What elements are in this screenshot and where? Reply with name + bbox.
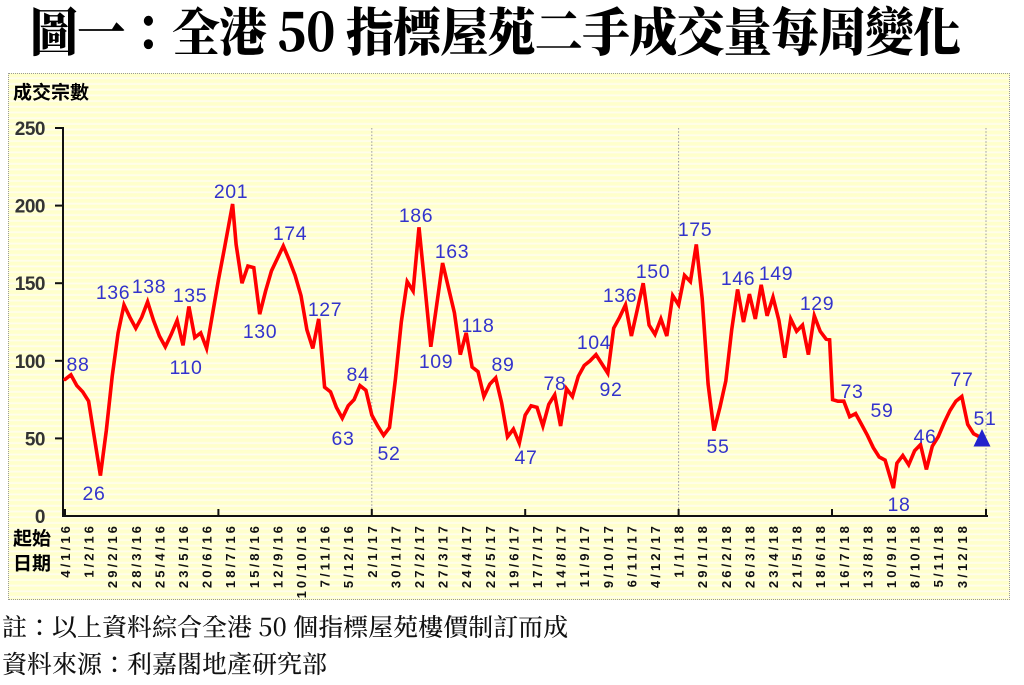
svg-text:11/9/17: 11/9/17 (577, 523, 592, 587)
svg-text:29/1/18: 29/1/18 (695, 523, 710, 588)
svg-text:73: 73 (841, 381, 864, 403)
svg-text:18/7/16: 18/7/16 (223, 523, 238, 588)
svg-text:26/2/18: 26/2/18 (719, 523, 734, 588)
svg-text:89: 89 (492, 354, 515, 376)
svg-text:2/1/17: 2/1/17 (365, 523, 380, 578)
svg-text:136: 136 (96, 282, 130, 304)
svg-text:10/10/16: 10/10/16 (294, 523, 309, 598)
svg-text:1/2/16: 1/2/16 (82, 523, 97, 578)
svg-text:12/9/16: 12/9/16 (270, 523, 285, 588)
svg-text:9/10/17: 9/10/17 (601, 523, 616, 588)
svg-text:59: 59 (871, 400, 894, 422)
svg-text:10/9/18: 10/9/18 (884, 523, 899, 588)
svg-text:51: 51 (974, 408, 997, 430)
svg-text:18/6/18: 18/6/18 (813, 523, 828, 588)
svg-text:5/11/18: 5/11/18 (931, 523, 946, 587)
svg-text:77: 77 (951, 369, 974, 391)
svg-text:250: 250 (15, 119, 45, 140)
svg-text:17/7/17: 17/7/17 (530, 523, 545, 588)
svg-text:4/1/16: 4/1/16 (58, 523, 73, 578)
svg-text:3/12/18: 3/12/18 (955, 523, 970, 588)
svg-text:6/11/17: 6/11/17 (624, 523, 639, 587)
svg-text:50: 50 (25, 429, 45, 450)
svg-text:23/4/18: 23/4/18 (766, 523, 781, 588)
svg-text:63: 63 (332, 428, 355, 450)
svg-text:24/4/17: 24/4/17 (459, 523, 474, 588)
svg-text:13/8/18: 13/8/18 (860, 523, 875, 588)
svg-text:28/3/16: 28/3/16 (129, 523, 144, 588)
svg-text:78: 78 (544, 373, 567, 395)
svg-text:8/10/18: 8/10/18 (908, 523, 923, 588)
svg-text:84: 84 (347, 364, 370, 386)
svg-text:92: 92 (600, 379, 623, 401)
svg-text:109: 109 (419, 351, 453, 373)
svg-text:201: 201 (214, 181, 248, 203)
svg-text:5/12/16: 5/12/16 (341, 523, 356, 588)
svg-text:22/5/17: 22/5/17 (483, 523, 498, 588)
svg-text:150: 150 (15, 274, 45, 295)
svg-text:18: 18 (888, 494, 911, 516)
svg-text:46: 46 (914, 426, 937, 448)
svg-text:27/3/17: 27/3/17 (436, 523, 451, 588)
svg-text:135: 135 (173, 285, 207, 307)
svg-text:100: 100 (15, 352, 45, 373)
svg-text:14/8/17: 14/8/17 (554, 523, 569, 588)
svg-text:186: 186 (399, 205, 433, 227)
svg-text:20/6/16: 20/6/16 (200, 523, 215, 588)
svg-text:26/3/18: 26/3/18 (742, 523, 757, 588)
svg-text:150: 150 (636, 261, 670, 283)
svg-text:130: 130 (243, 321, 277, 343)
svg-text:146: 146 (721, 268, 755, 290)
svg-text:138: 138 (132, 276, 166, 298)
svg-text:88: 88 (67, 354, 90, 376)
svg-text:23/5/16: 23/5/16 (176, 523, 191, 588)
svg-text:52: 52 (378, 443, 401, 465)
svg-text:30/1/17: 30/1/17 (388, 523, 403, 588)
svg-text:118: 118 (462, 315, 495, 337)
svg-text:1/1/18: 1/1/18 (672, 523, 687, 578)
svg-text:110: 110 (170, 357, 203, 379)
svg-text:149: 149 (759, 263, 793, 285)
svg-text:104: 104 (577, 332, 611, 354)
svg-text:175: 175 (678, 219, 712, 241)
svg-text:174: 174 (273, 223, 307, 245)
svg-text:127: 127 (308, 299, 342, 321)
svg-text:21/5/18: 21/5/18 (790, 523, 805, 588)
svg-text:163: 163 (435, 241, 469, 263)
svg-text:0: 0 (35, 507, 45, 528)
svg-text:26: 26 (83, 483, 106, 505)
svg-text:29/2/16: 29/2/16 (105, 523, 120, 588)
svg-text:16/7/18: 16/7/18 (837, 523, 852, 588)
svg-text:47: 47 (515, 447, 538, 469)
svg-text:55: 55 (707, 436, 730, 458)
svg-text:15/8/16: 15/8/16 (247, 523, 262, 588)
svg-text:129: 129 (800, 293, 834, 315)
svg-text:19/6/17: 19/6/17 (506, 523, 521, 588)
svg-text:27/2/17: 27/2/17 (412, 523, 427, 588)
svg-text:200: 200 (15, 197, 45, 218)
svg-text:4/12/17: 4/12/17 (648, 523, 663, 588)
svg-text:25/4/16: 25/4/16 (152, 523, 167, 588)
svg-text:7/11/16: 7/11/16 (318, 523, 333, 587)
svg-text:136: 136 (603, 285, 637, 307)
